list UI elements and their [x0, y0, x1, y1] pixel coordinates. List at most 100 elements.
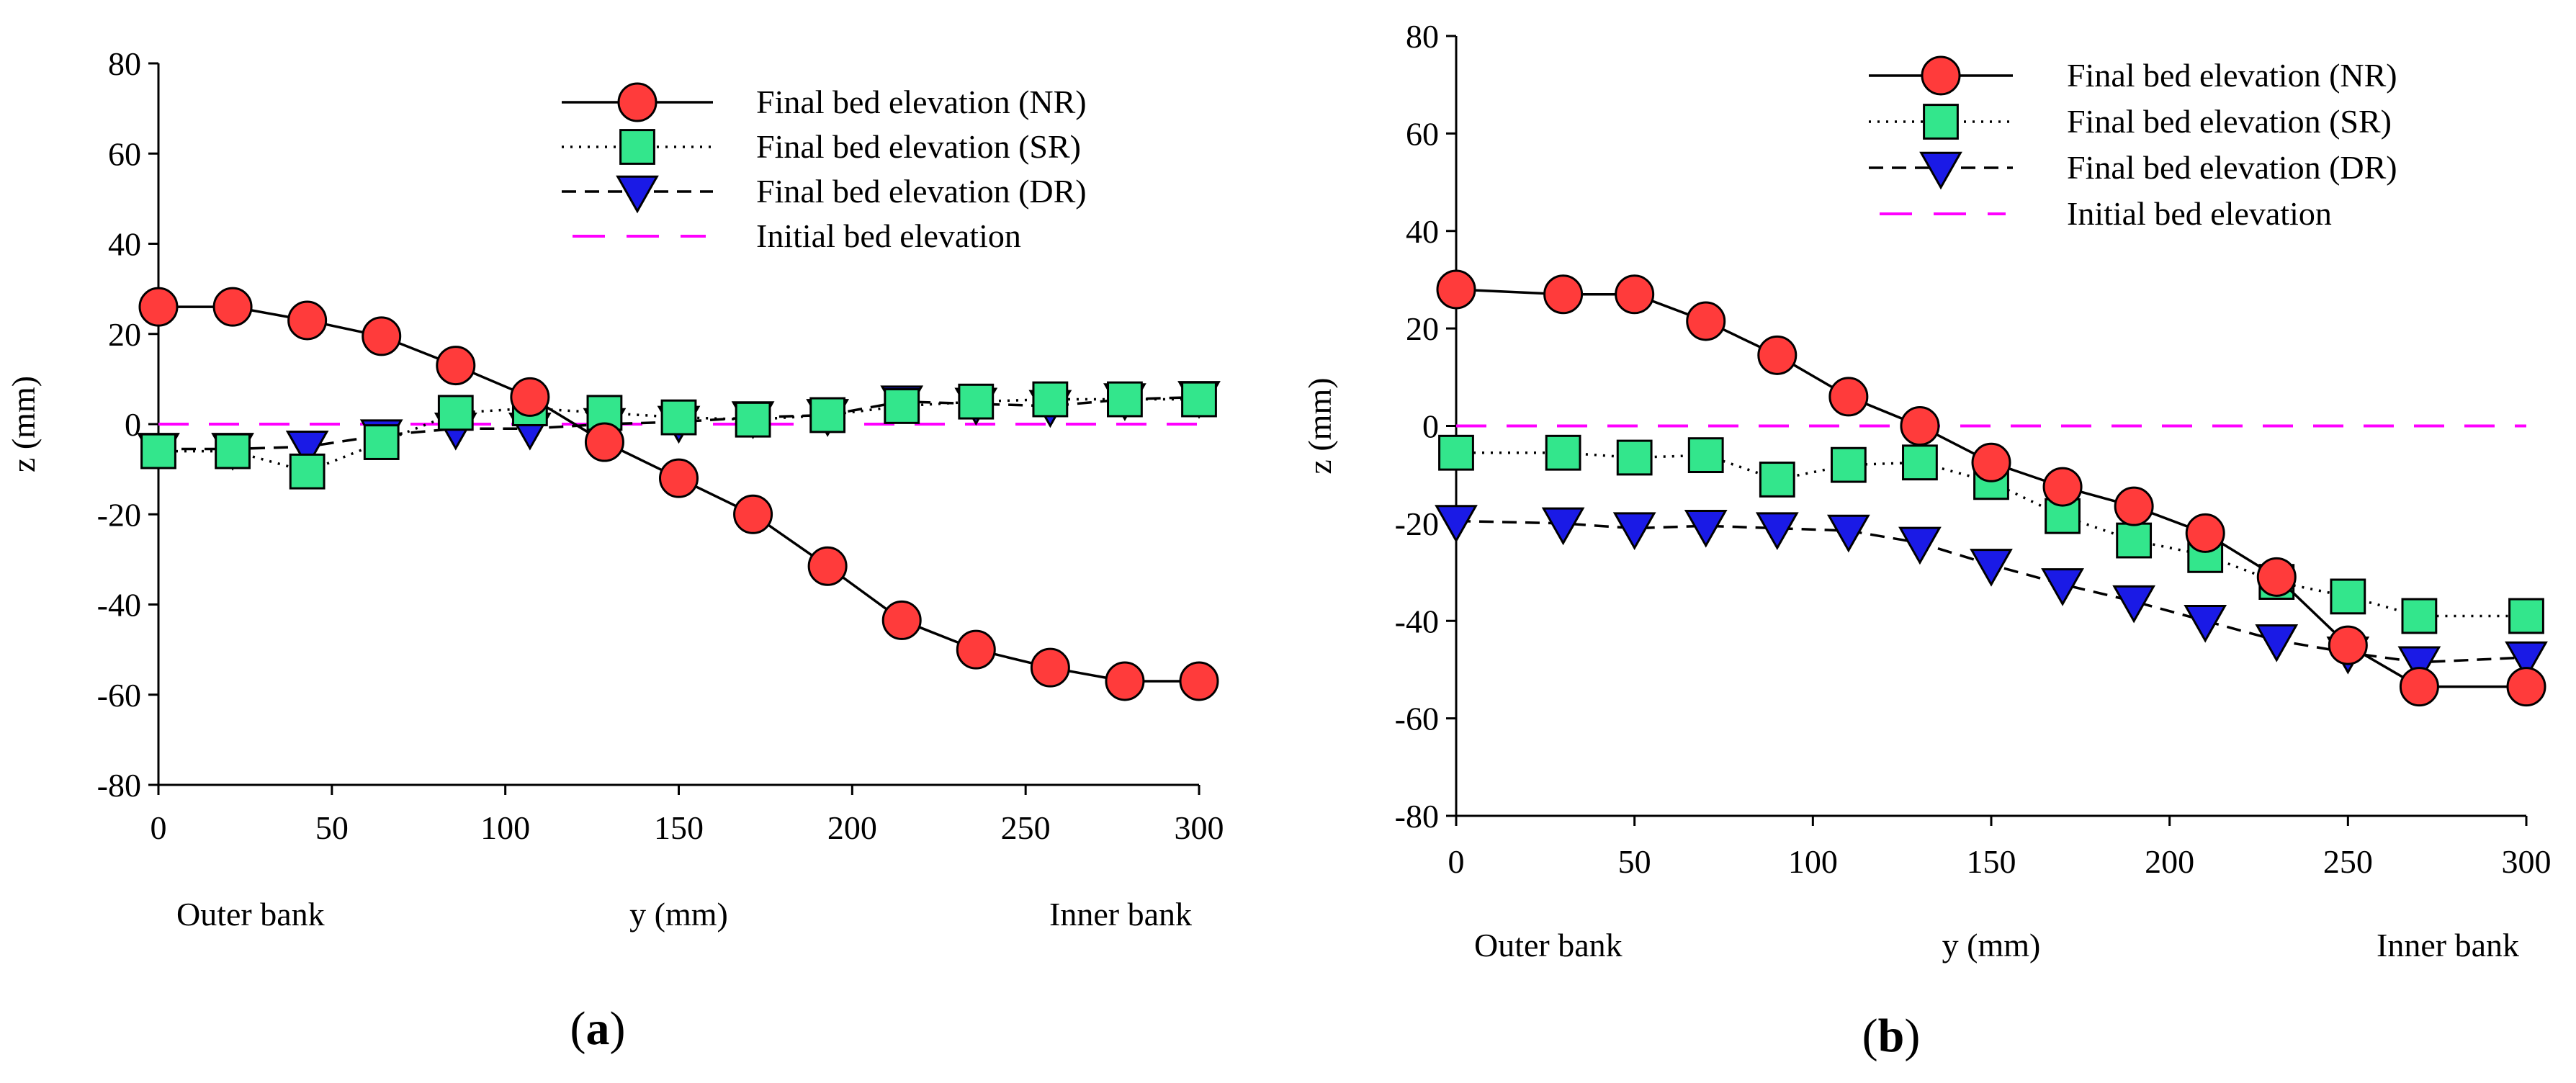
data-point	[1105, 661, 1145, 701]
data-point	[1543, 274, 1584, 315]
data-point	[1755, 512, 1799, 550]
data-point	[881, 600, 922, 640]
panel-label-close: )	[1904, 1010, 1920, 1062]
data-point	[1826, 514, 1870, 553]
data-point	[956, 629, 996, 670]
x-axis-label: y (mm)	[629, 896, 728, 933]
legend-label: Final bed elevation (DR)	[756, 173, 1087, 210]
legend-marker	[1923, 104, 1959, 140]
series-triangle-down-dashed	[1435, 505, 2548, 685]
y-tick-label: 40	[1406, 213, 1439, 250]
data-point	[215, 433, 251, 469]
data-point	[2401, 598, 2438, 634]
legend-marker	[619, 129, 655, 165]
data-point	[1900, 406, 1940, 446]
panel-label-open: (	[570, 1002, 586, 1055]
y-tick-label: -40	[1395, 603, 1439, 639]
data-point	[1107, 381, 1143, 418]
data-point	[436, 346, 476, 386]
data-point	[510, 377, 550, 417]
data-point	[2112, 585, 2156, 624]
data-point	[2397, 646, 2441, 685]
data-point	[2506, 667, 2546, 707]
data-point	[2041, 568, 2084, 606]
data-point	[437, 395, 474, 431]
data-point	[1830, 446, 1867, 483]
y-tick-label: -60	[97, 677, 141, 714]
data-point	[958, 383, 995, 420]
data-point	[1616, 439, 1653, 476]
panel-label: (b)	[1862, 1010, 1921, 1062]
x-tick-label: 100	[480, 809, 530, 846]
data-point	[212, 287, 253, 327]
legend-label: Final bed elevation (SR)	[756, 128, 1081, 165]
series-line	[158, 395, 1200, 451]
y-tick-label: 20	[108, 316, 141, 353]
series-square-dotted	[140, 381, 1217, 490]
data-point	[2114, 486, 2154, 526]
legend-label: Final bed elevation (SR)	[2067, 103, 2392, 140]
inner-bank-label: Inner bank	[1049, 896, 1192, 933]
panel-label-letter: a	[586, 1002, 610, 1055]
legend: Final bed elevation (NR) Final bed elevat…	[1869, 55, 2397, 232]
panel-label-close: )	[610, 1002, 626, 1055]
y-tick-label: 0	[1422, 408, 1439, 445]
y-tick-label: -80	[97, 767, 141, 804]
data-point	[1757, 335, 1798, 375]
data-point	[1898, 526, 1942, 565]
panel-label: (a)	[570, 1002, 626, 1055]
y-tick-label: -40	[97, 587, 141, 624]
x-tick-label: 50	[315, 809, 349, 846]
x-tick-label: 0	[1448, 843, 1465, 880]
y-axis-label: z (mm)	[5, 376, 42, 472]
panel-label-letter: b	[1878, 1010, 1905, 1062]
data-point	[287, 300, 328, 341]
data-point	[363, 424, 400, 460]
y-tick-label: -20	[1395, 505, 1439, 542]
x-tick-label: 250	[2323, 843, 2373, 880]
data-point	[1828, 377, 1869, 417]
y-tick-label: 80	[108, 45, 141, 82]
data-point	[735, 401, 771, 438]
y-tick-label: 60	[108, 135, 141, 172]
data-point	[1612, 512, 1656, 550]
x-tick-label: 250	[1001, 809, 1051, 846]
x-tick-label: 0	[151, 809, 167, 846]
data-point	[809, 397, 846, 433]
data-point	[584, 422, 624, 462]
data-point	[2508, 598, 2544, 634]
x-tick-label: 200	[2145, 843, 2194, 880]
y-tick-label: 60	[1406, 115, 1439, 152]
legend-label: Initial bed elevation	[2067, 195, 2332, 232]
y-tick-label: -60	[1395, 701, 1439, 737]
data-point	[140, 433, 176, 469]
series-line	[158, 397, 1199, 473]
data-point	[1179, 661, 1219, 701]
data-point	[2505, 641, 2548, 680]
x-tick-label: 150	[1967, 843, 2016, 880]
panel-label-open: (	[1862, 1010, 1878, 1062]
data-point	[289, 453, 326, 490]
data-point	[807, 546, 848, 586]
data-point	[2399, 667, 2439, 707]
data-point	[285, 431, 329, 469]
legend-marker	[1919, 151, 1962, 190]
outer-bank-label: Outer bank	[176, 896, 325, 933]
y-axis-label: z (mm)	[1301, 377, 1338, 474]
inner-bank-label: Inner bank	[2377, 927, 2519, 963]
legend-label: Initial bed elevation	[756, 217, 1021, 254]
data-point	[2328, 625, 2368, 665]
data-point	[1545, 434, 1581, 471]
data-point	[1902, 444, 1938, 481]
x-tick-label: 200	[827, 809, 877, 846]
data-point	[2042, 467, 2083, 507]
legend-marker	[616, 175, 659, 214]
x-tick-label: 300	[2502, 843, 2552, 880]
data-point	[1438, 434, 1474, 471]
data-point	[884, 388, 920, 424]
data-point	[1687, 437, 1724, 474]
data-point	[138, 287, 179, 327]
y-tick-label: 20	[1406, 310, 1439, 347]
data-point	[733, 494, 773, 534]
